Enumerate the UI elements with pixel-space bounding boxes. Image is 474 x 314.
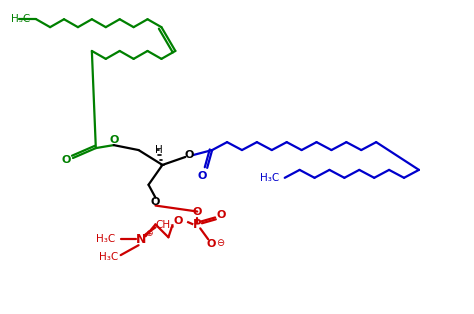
- Text: O: O: [198, 171, 207, 181]
- Text: H₃C: H₃C: [97, 234, 116, 244]
- Text: O: O: [151, 197, 160, 207]
- Text: P: P: [193, 218, 201, 231]
- Text: H₃C: H₃C: [100, 252, 118, 262]
- Text: H₃C: H₃C: [261, 173, 280, 183]
- Text: ⊕: ⊕: [145, 229, 152, 238]
- Text: O: O: [173, 216, 183, 226]
- Text: O: O: [61, 155, 71, 165]
- Text: N: N: [136, 233, 146, 246]
- Text: O: O: [192, 207, 202, 217]
- Text: O: O: [207, 239, 216, 249]
- Text: ⊖: ⊖: [216, 238, 224, 248]
- Text: H₃C: H₃C: [11, 14, 31, 24]
- Text: CH₃: CH₃: [155, 220, 175, 230]
- Text: H: H: [155, 145, 162, 155]
- Text: O: O: [109, 135, 118, 145]
- Text: O: O: [184, 150, 194, 160]
- Text: O: O: [217, 210, 226, 220]
